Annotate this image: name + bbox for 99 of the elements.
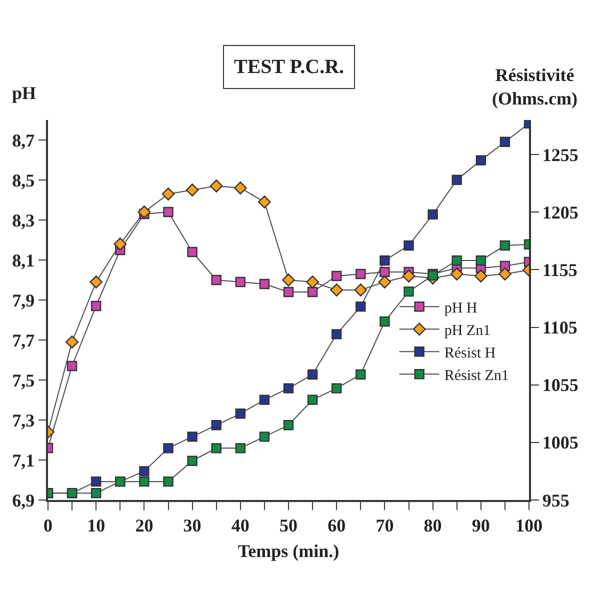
point (138, 206, 151, 218)
point (450, 268, 464, 280)
x-tick-label: 50 (280, 515, 298, 536)
point (380, 266, 390, 278)
x-tick-label: 0 (44, 515, 52, 536)
y2-tick-label: 955 (542, 490, 570, 510)
point (66, 336, 78, 348)
point (91, 476, 102, 487)
point (500, 136, 510, 147)
y2-tick-label: 1105 (542, 318, 578, 338)
point (283, 286, 294, 298)
legend-label: pH H (444, 300, 478, 316)
point (282, 274, 295, 286)
x-tick-label: 100 (516, 515, 542, 536)
point (380, 316, 390, 327)
point (307, 369, 318, 380)
point (402, 270, 416, 282)
y-tick-label: 8,3 (12, 210, 35, 230)
point (330, 284, 344, 296)
point (306, 276, 319, 288)
point (139, 466, 150, 476)
point (380, 255, 390, 266)
point (404, 286, 414, 297)
point (163, 476, 174, 487)
point (259, 432, 270, 442)
point (210, 180, 223, 192)
point (186, 184, 199, 196)
point (211, 274, 222, 286)
chart-title: TEST P.C.R. (234, 56, 344, 78)
point (235, 276, 246, 288)
point (211, 443, 222, 454)
y2-tick-label: 1205 (542, 202, 578, 222)
y2-tick-label: 1005 (542, 432, 578, 453)
x-axis-title: Temps (min.) (238, 540, 340, 561)
x-tick-label: 30 (183, 515, 202, 536)
point (234, 182, 247, 194)
point (235, 408, 246, 419)
point (452, 174, 462, 185)
point (354, 284, 368, 296)
point (163, 206, 174, 218)
x-tick-label: 40 (231, 515, 250, 536)
x-tick-label: 70 (376, 515, 394, 536)
point (283, 420, 294, 430)
point (474, 270, 488, 282)
point (258, 196, 271, 208)
point (187, 246, 198, 258)
y-axis-title: pH (12, 83, 36, 103)
point (211, 420, 222, 430)
legend-label: Résist Zn1 (444, 368, 509, 384)
point (428, 209, 438, 220)
point (356, 301, 366, 312)
point (500, 240, 510, 251)
x-tick-label: 10 (87, 515, 106, 536)
point (66, 360, 78, 372)
point (259, 394, 270, 405)
point (356, 268, 366, 280)
point (187, 432, 198, 442)
point (356, 369, 366, 380)
point (235, 443, 246, 454)
legend-label: Résist H (444, 346, 496, 362)
point (332, 329, 342, 340)
y-tick-label: 7,7 (12, 330, 35, 350)
y-tick-label: 7,1 (12, 450, 35, 470)
y-tick-label: 7,5 (12, 370, 35, 390)
y-tick-label: 6,9 (12, 490, 35, 510)
point (498, 268, 512, 280)
y2-tick-label: 1055 (542, 375, 578, 396)
y-tick-label: 8,7 (12, 130, 35, 150)
point (332, 383, 342, 394)
point (404, 240, 414, 251)
point (378, 276, 392, 288)
point (283, 383, 294, 394)
point (452, 255, 462, 266)
point (259, 278, 270, 290)
x-tick-label: 20 (135, 515, 154, 536)
point (476, 255, 486, 266)
legend-label: pH Zn1 (444, 323, 491, 339)
point (307, 394, 318, 405)
y2-axis-title: Résistivité (Ohms.cm) (492, 65, 578, 108)
point (114, 238, 127, 250)
x-tick-label: 90 (472, 515, 490, 536)
point (162, 188, 175, 200)
y2-tick-label: 1155 (542, 260, 578, 280)
y-tick-label: 7,3 (12, 410, 35, 430)
point (187, 456, 198, 466)
point (332, 270, 342, 282)
y-tick-label: 8,1 (12, 250, 35, 270)
x-tick-label: 80 (424, 515, 442, 536)
point (163, 443, 174, 454)
y2-tick-label: 1255 (542, 144, 578, 165)
point (476, 155, 486, 166)
point (91, 300, 102, 312)
x-tick-label: 60 (328, 515, 346, 536)
point (90, 276, 103, 288)
point (91, 488, 102, 498)
y-tick-label: 7,9 (12, 290, 35, 310)
point (139, 476, 150, 487)
y-tick-label: 8,5 (12, 170, 35, 190)
point (307, 286, 318, 298)
